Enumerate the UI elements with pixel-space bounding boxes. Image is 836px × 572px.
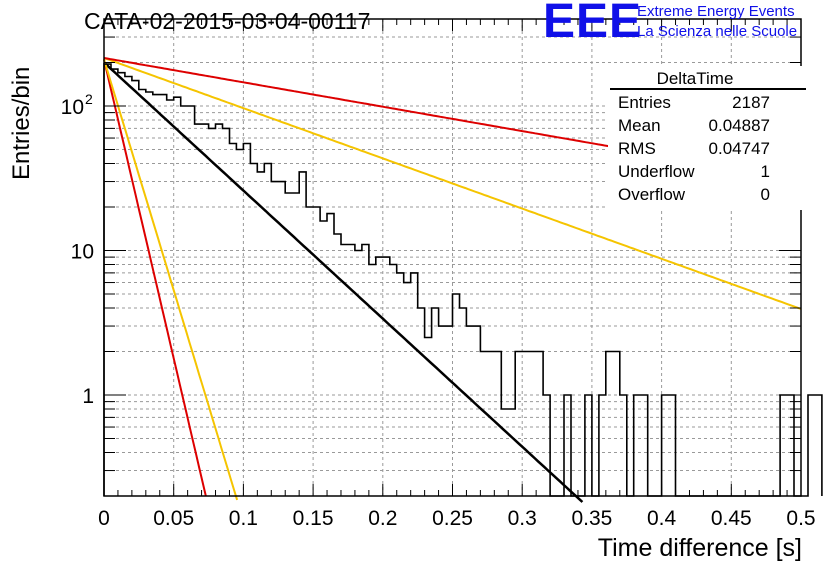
x-tick-label: 0.2	[368, 507, 397, 530]
stats-box: DeltaTime Entries 2187 Mean 0.04887 RMS …	[608, 66, 806, 210]
logo-tagline-1: Extreme Energy Events	[637, 3, 795, 20]
fit-curve-red-1	[103, 59, 207, 497]
y-tick-label-exponent: 2	[85, 91, 93, 107]
stats-value: 2187	[732, 93, 770, 112]
x-tick-label: 0.1	[229, 507, 258, 530]
stats-value: 0.04747	[708, 139, 770, 158]
chart-title: CATA-02-2015-03-04-00117	[84, 8, 371, 34]
stats-value: 0.04887	[708, 116, 770, 135]
x-tick-label: 0.5	[786, 507, 815, 530]
stats-value: 1	[760, 162, 770, 181]
stats-label: Entries	[618, 93, 671, 112]
fit-curve-black-0	[103, 61, 584, 503]
y-tick-label: 10	[61, 96, 84, 119]
x-axis-label: Time difference [s]	[597, 534, 802, 562]
y-axis-label: Entries/bin	[8, 66, 35, 180]
stats-divider	[610, 88, 806, 90]
stats-label: Mean	[618, 116, 661, 135]
fit-curve-orange-2	[103, 59, 239, 501]
x-tick-label: 0.3	[508, 507, 537, 530]
y-tick-label: 1	[82, 385, 94, 408]
histogram-outline	[103, 63, 823, 497]
x-axis-ticks: 0 0.05 0.1 0.15 0.2 0.25 0.3 0.35 0.4 0.45 0.5	[98, 19, 816, 530]
stats-label: RMS	[618, 139, 656, 158]
fit-curve-orange-3	[103, 57, 802, 310]
x-tick-label: 0.25	[432, 507, 473, 530]
eee-logo: EEE	[543, 0, 643, 48]
stats-value: 0	[760, 185, 770, 204]
y-tick-label: 10	[71, 240, 94, 263]
stats-label: Overflow	[618, 185, 686, 204]
logo-tagline-2: La Scienza nelle Scuole	[637, 23, 798, 40]
stats-title: DeltaTime	[656, 69, 734, 88]
x-tick-label: 0.35	[571, 507, 612, 530]
stats-label: Underflow	[618, 162, 695, 181]
x-tick-label: 0.45	[711, 507, 752, 530]
x-tick-label: 0.4	[647, 507, 677, 530]
x-tick-label: 0.05	[153, 507, 194, 530]
x-tick-label: 0.15	[293, 507, 334, 530]
histogram	[103, 63, 823, 497]
x-tick-label: 0	[98, 507, 110, 530]
